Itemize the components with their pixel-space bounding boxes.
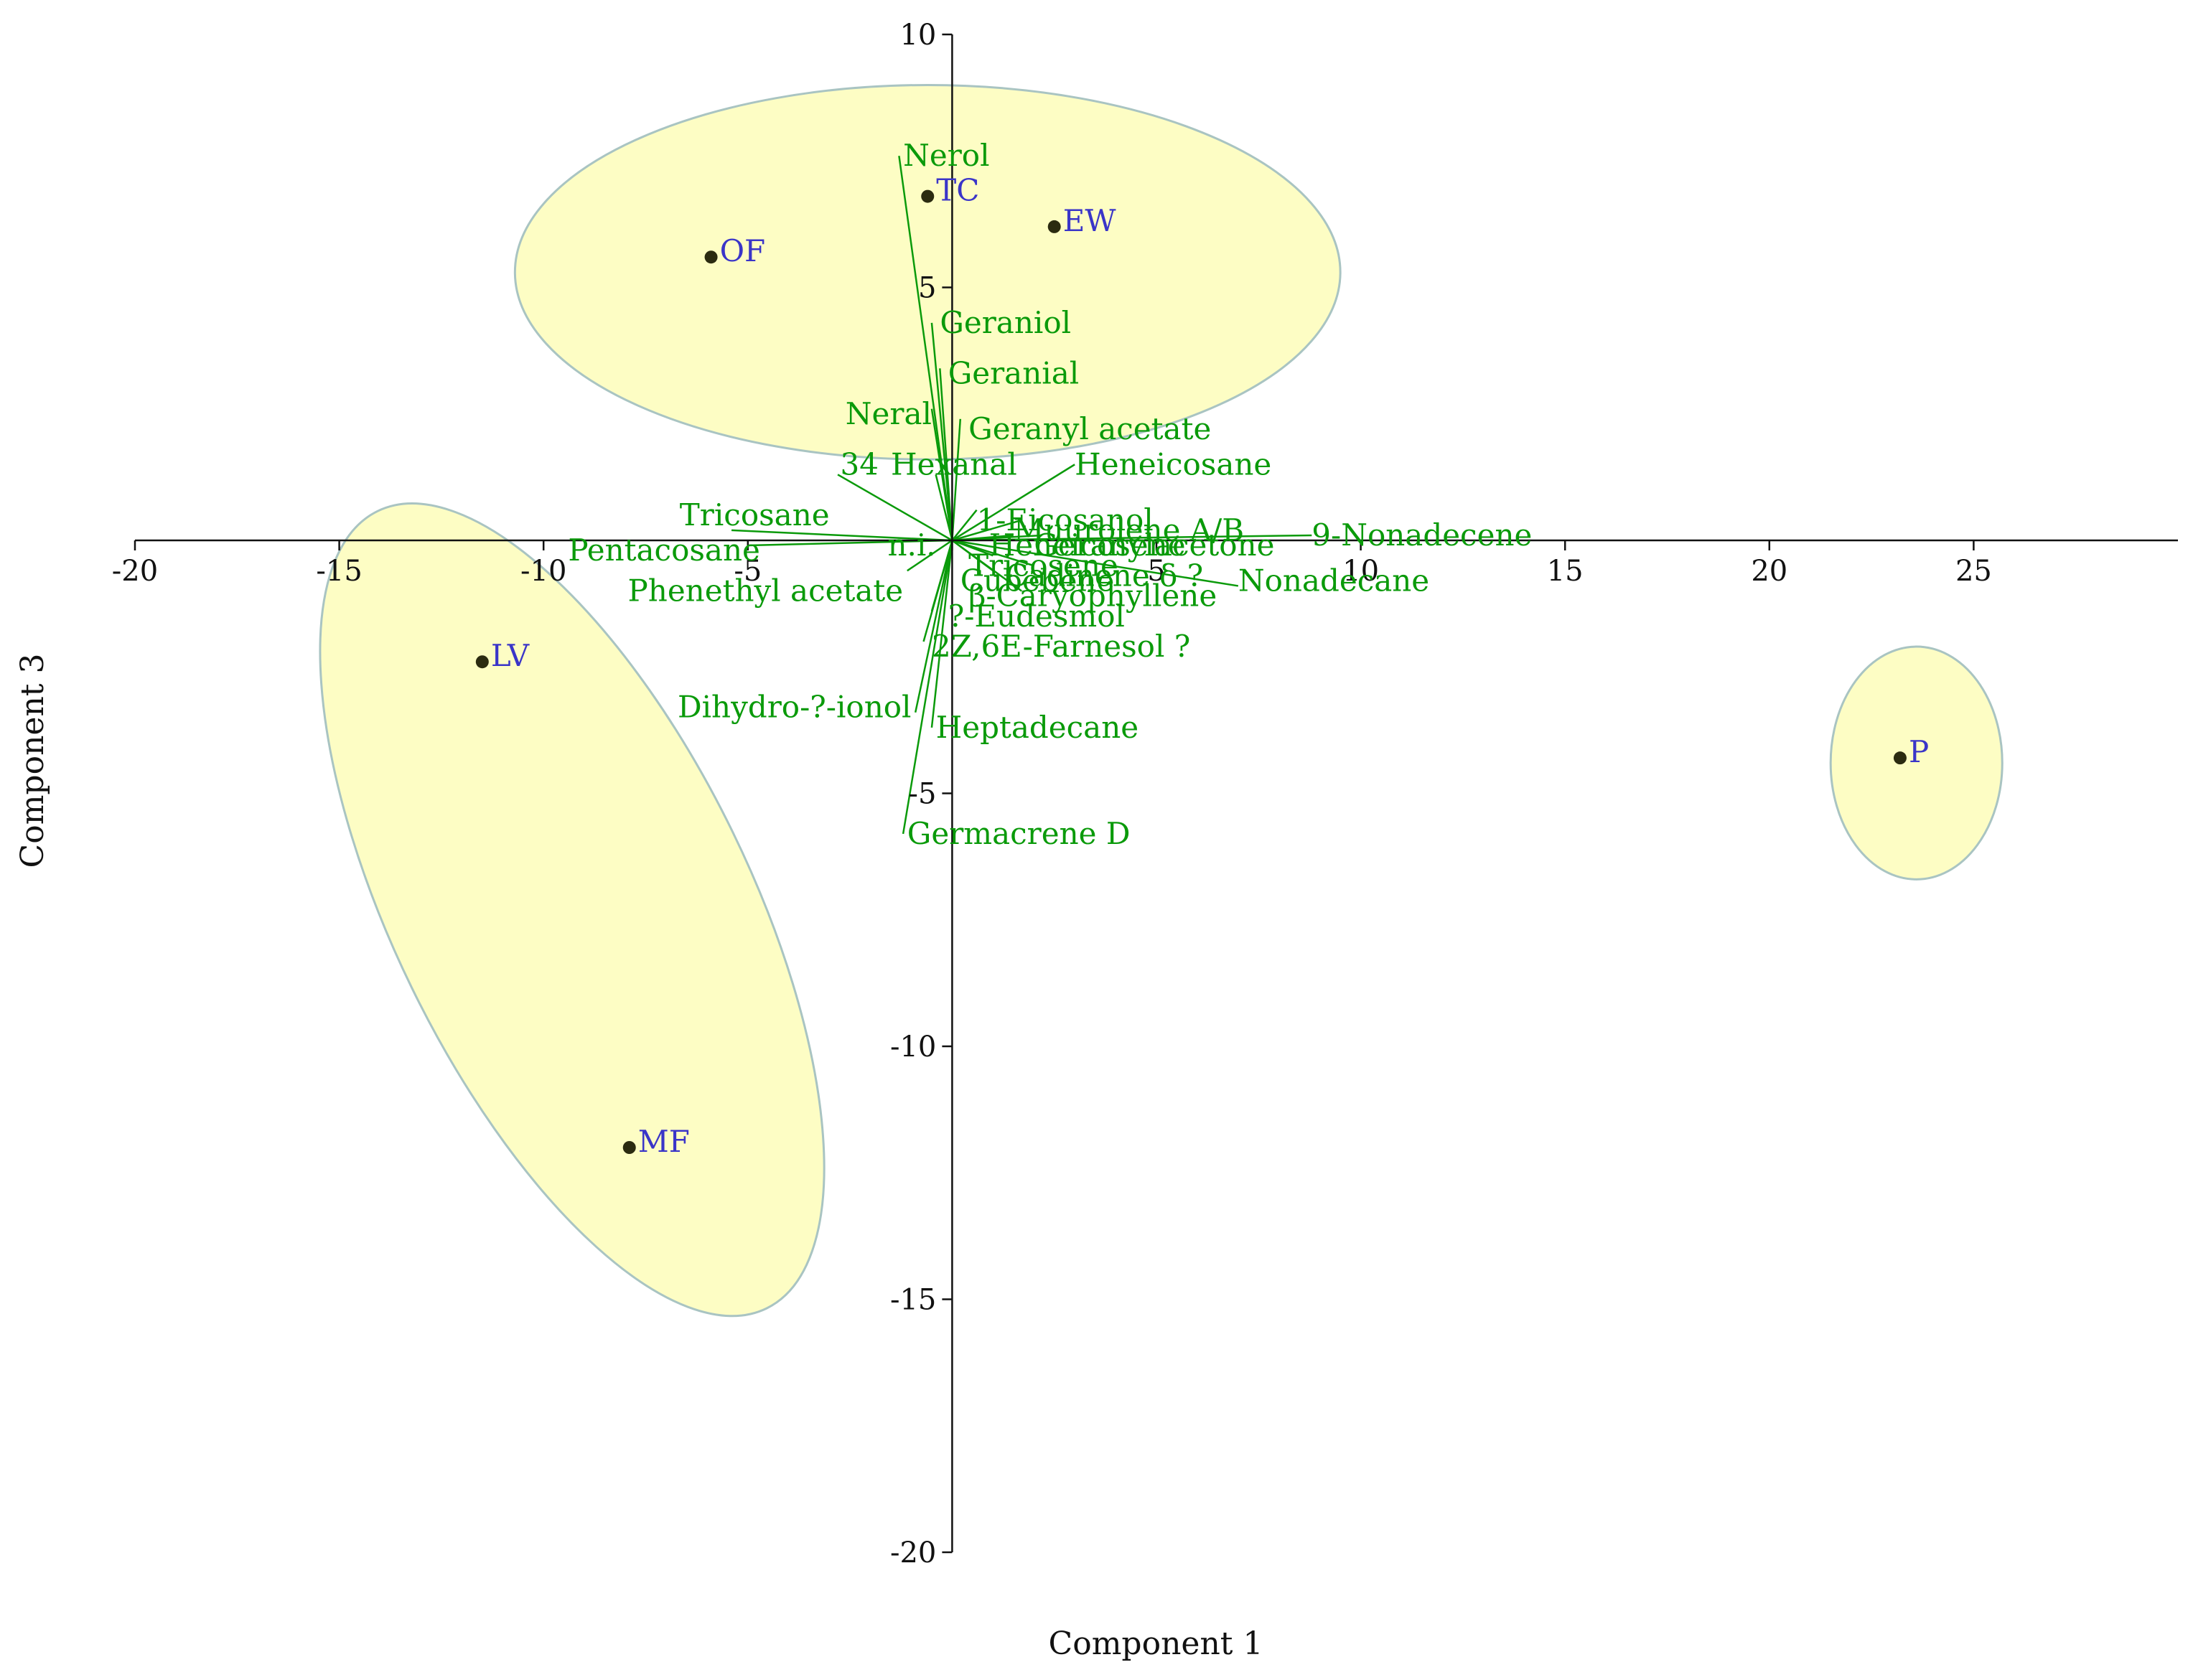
group-ellipse [1829, 645, 2004, 881]
group-ellipse [513, 84, 1342, 461]
observation-point [622, 1141, 636, 1154]
loading-label: Tricosane [680, 497, 830, 532]
loading-vector [930, 408, 953, 541]
loading-label: n.i. [887, 527, 935, 563]
x-tick-label: 10 [1342, 555, 1379, 588]
loading-vector [898, 156, 953, 541]
loading-label: ?-Eudesmol [948, 599, 1125, 634]
observation-point [1047, 220, 1061, 233]
x-tick-label: 5 [1147, 555, 1165, 588]
loading-vector [951, 539, 1022, 592]
y-axis-ticks: 10 5 -5 -10 -15 -20 [890, 19, 953, 1569]
loading-label: Heneicosane [1075, 446, 1271, 482]
y-tick-label: -10 [890, 1031, 936, 1064]
loading-label: Heptadecane [936, 710, 1139, 745]
x-tick-label: -15 [316, 555, 362, 588]
loading-label: Muurolene A/B [1014, 512, 1244, 548]
y-tick-label: -5 [908, 778, 936, 811]
observation-points: TC EW OF LV MF P [475, 173, 1929, 1159]
loading-label: 1-Eicosanol [977, 502, 1154, 538]
loading-label: Nerol [903, 138, 989, 173]
x-axis-ticks: -20 -15 -10 -5 5 10 15 20 25 [112, 540, 1992, 588]
observation-label: LV [491, 638, 530, 673]
observation-point [704, 250, 718, 264]
loading-vector [914, 540, 953, 713]
observation-label: P [1909, 734, 1929, 769]
loading-vector [731, 529, 953, 542]
x-axis-title: Component 1 [1049, 1625, 1263, 1662]
loading-vector [951, 418, 962, 541]
loading-vector [935, 474, 953, 541]
loading-vector [951, 509, 978, 541]
group-ellipses [319, 84, 2004, 1318]
loading-vector [939, 368, 953, 541]
loading-label: Neral [846, 396, 932, 431]
observation-point [921, 189, 935, 203]
loading-vector [837, 474, 953, 542]
loading-label: Hexanal [891, 446, 1017, 482]
loading-label: Cubebene [960, 563, 1115, 598]
loading-vector [952, 539, 1034, 567]
y-tick-label: 5 [918, 272, 936, 305]
group-ellipse [319, 502, 826, 1318]
observation-label: TC [936, 173, 979, 208]
y-tick-label: -20 [890, 1536, 936, 1569]
loading-vector [902, 540, 953, 835]
x-tick-label: -10 [520, 555, 566, 588]
y-tick-label: -15 [890, 1284, 936, 1317]
loading-label: 9-Nonadecene [1312, 517, 1532, 553]
y-axis-title: Component 3 [14, 654, 51, 868]
loading-label: Geranyl acetate [968, 411, 1211, 446]
loading-label: Geraniol [940, 305, 1071, 340]
loading-labels: Nerol Geraniol Geranial Neral Geranyl acetat… [568, 138, 1532, 851]
x-tick-label: 20 [1751, 555, 1787, 588]
x-tick-label: -20 [112, 555, 158, 588]
x-tick-label: 15 [1547, 555, 1584, 588]
x-tick-label: 25 [1955, 555, 1992, 588]
x-tick-label: -5 [734, 555, 762, 588]
loading-label: Tricosene [968, 548, 1118, 583]
loading-vector [952, 519, 1022, 542]
loading-label: Dihydro-?-ionol [678, 690, 912, 725]
loading-label: Pentacosane [568, 532, 760, 568]
loading-vector [952, 539, 1239, 587]
observation-point [475, 655, 489, 669]
observation-label: EW [1063, 203, 1117, 238]
loading-label: Heneicosene [989, 527, 1186, 563]
loading-vector [951, 464, 1075, 542]
loading-label: Germacrene D [907, 816, 1131, 851]
loading-label: 2Z,6E-Farnesol ? [932, 629, 1190, 664]
observation-point [1893, 751, 1907, 765]
loading-label: Cadinene δ ? [1005, 558, 1203, 593]
observation-label: OF [720, 233, 766, 268]
loading-label: Phenethyl acetate [628, 573, 904, 609]
loading-vector [930, 540, 953, 728]
observation-label: MF [638, 1124, 690, 1159]
loading-vector [907, 539, 953, 572]
y-tick-label: 10 [899, 19, 936, 52]
loading-label: Nonadecane [1238, 563, 1429, 598]
loading-label: 34 [840, 446, 878, 482]
loading-label: β-Caryophyllene [968, 578, 1217, 614]
axes: -20 -15 -10 -5 5 10 15 20 25 10 5 -5 -10 -15 -20 [112, 19, 2178, 1569]
loading-vector [922, 540, 953, 642]
loading-label: Geranylacetone [1034, 527, 1274, 563]
loading-label: Geranial [948, 355, 1079, 390]
